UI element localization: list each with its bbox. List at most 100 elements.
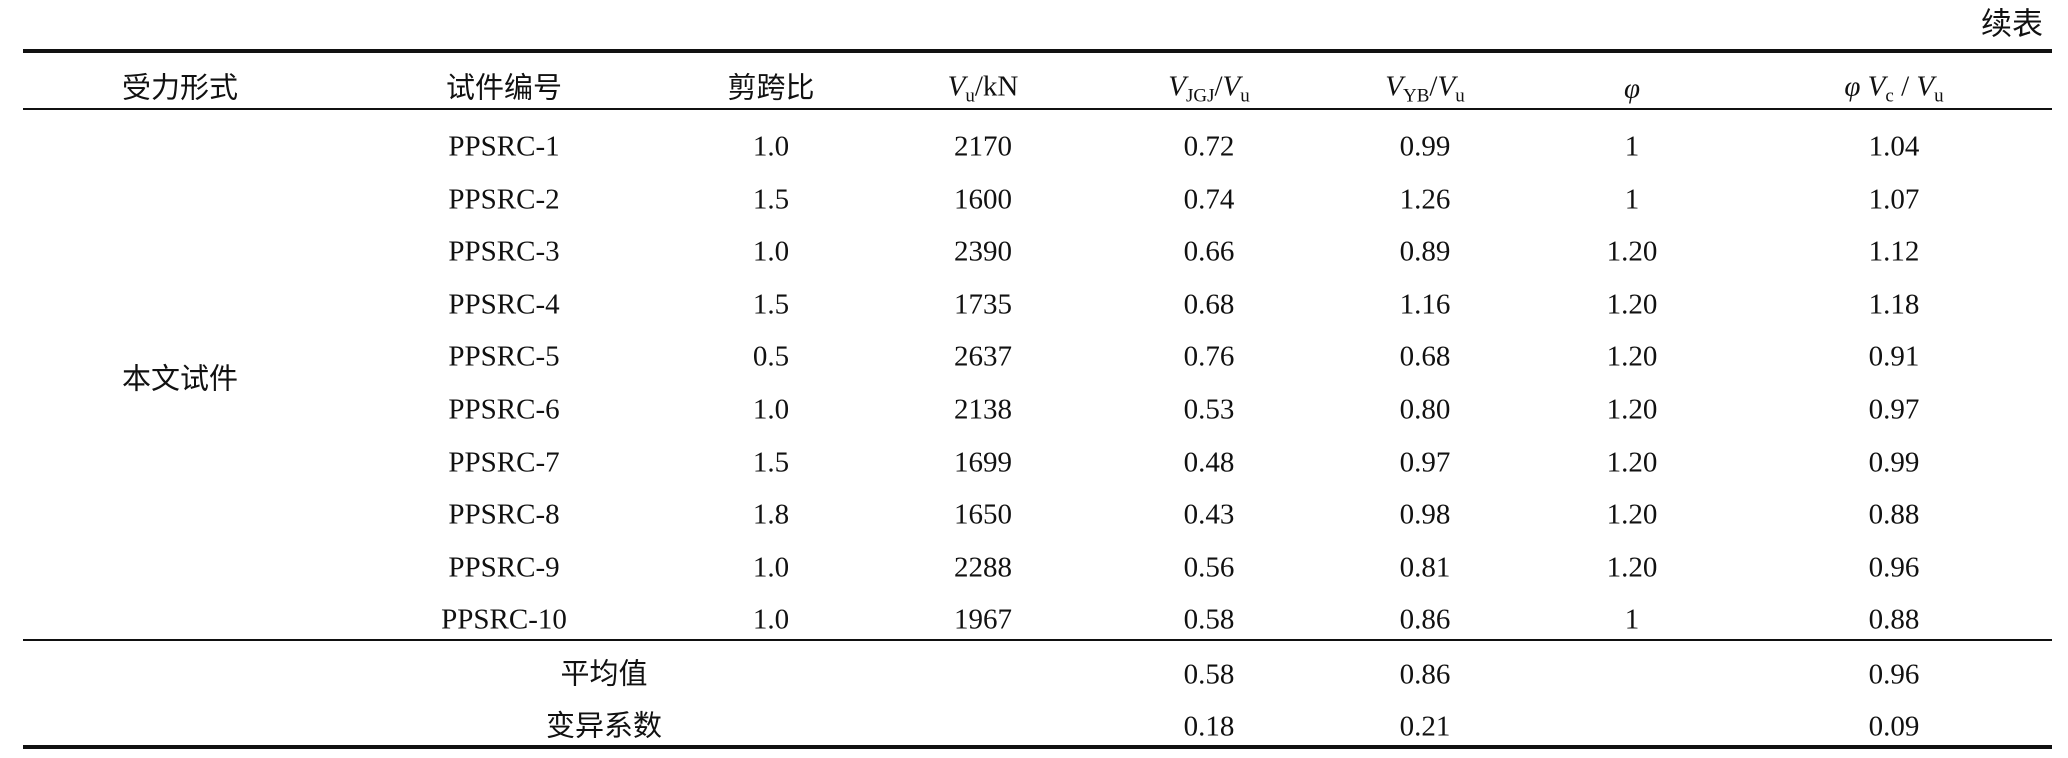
table-cell: 1.18 [1868,288,1920,321]
table-cell: 1.0 [752,393,790,426]
summary-cell: 0.96 [1868,658,1920,691]
table-cell: 1600 [954,183,1012,216]
table-cell: 0.5 [752,340,790,373]
table-cell: 1.5 [752,183,790,216]
header-cell: 受力形式 [121,72,239,105]
table-cell: 1.16 [1399,288,1451,321]
header-text: V [1222,70,1241,103]
table-cell: 1.20 [1606,235,1658,268]
table-cell: 0.76 [1183,340,1235,373]
header-text: V [947,70,966,103]
group-label: 本文试件 [121,363,239,396]
header-cell: VYB/Vu [1385,70,1465,107]
table-cell: 1.20 [1606,498,1658,531]
table-cell: 0.68 [1183,288,1235,321]
bottom-rule [23,745,2052,749]
table-cell: PPSRC-4 [448,288,560,321]
table-cell: 0.72 [1183,130,1235,163]
table-cell: 1.0 [752,603,790,636]
table-cell: 1699 [954,446,1012,479]
header-text: 试件编号 [445,72,563,105]
table-cell: 0.56 [1183,551,1235,584]
table-cell: PPSRC-5 [448,340,560,373]
table-cell: 0.91 [1868,340,1920,373]
header-text: u [965,85,975,107]
header-text: u [1455,85,1465,107]
table-cell: 0.99 [1399,130,1451,163]
table-cell: PPSRC-9 [448,551,560,584]
header-text: / [1429,70,1438,103]
header-cell: Vu/kN [947,70,1019,107]
top-rule [23,49,2052,53]
table-cell: 0.66 [1183,235,1235,268]
table-cell: 1.8 [752,498,790,531]
table-cell: 1.04 [1868,130,1920,163]
header-text: φ V [1844,70,1886,103]
header-text: 剪跨比 [727,72,815,105]
table-cell: 1.20 [1606,551,1658,584]
header-text: V [1437,70,1456,103]
table-cell: PPSRC-8 [448,498,560,531]
table-cell: 0.98 [1399,498,1451,531]
header-cell: φ Vc / Vu [1844,70,1944,107]
header-text: V [1916,70,1935,103]
summary-label: 平均值 [560,658,648,691]
table-cell: PPSRC-3 [448,235,560,268]
table-cell: 2170 [954,130,1012,163]
table-cell: 2390 [954,235,1012,268]
table-cell: 0.48 [1183,446,1235,479]
table-cell: 1735 [954,288,1012,321]
header-text: u [1934,85,1944,107]
header-text: / [1214,70,1223,103]
summary-label: 变异系数 [545,710,663,743]
header-text: / [1893,70,1917,103]
header-text: V [1385,70,1404,103]
table-cell: 1 [1624,130,1640,163]
table-cell: 0.88 [1868,603,1920,636]
summary-cell: 0.18 [1183,710,1235,743]
table-cell: PPSRC-6 [448,393,560,426]
table-cell: 0.96 [1868,551,1920,584]
table-cell: 0.81 [1399,551,1451,584]
table-cell: 0.99 [1868,446,1920,479]
table-cell: 0.53 [1183,393,1235,426]
table-cell: 1.0 [752,130,790,163]
header-rule [23,108,2052,110]
table-cell: 0.58 [1183,603,1235,636]
table-cell: 1.07 [1868,183,1920,216]
table-cell: 0.80 [1399,393,1451,426]
table-cell: 0.68 [1399,340,1451,373]
table-cell: 0.97 [1868,393,1920,426]
table-cell: 1.5 [752,446,790,479]
table-cell: 0.74 [1183,183,1235,216]
table-cell: PPSRC-10 [441,603,567,636]
table-cell: 1.20 [1606,288,1658,321]
table-cell: 2138 [954,393,1012,426]
summary-cell: 0.58 [1183,658,1235,691]
table-cell: 1650 [954,498,1012,531]
table-cell: 1.26 [1399,183,1451,216]
table-cell: 1 [1624,183,1640,216]
table-cell: 1.0 [752,551,790,584]
header-cell: 试件编号 [445,72,563,105]
header-text: V [1168,70,1186,103]
table-cell: 0.43 [1183,498,1235,531]
header-cell: φ [1624,74,1640,104]
table-cell: 1.5 [752,288,790,321]
table-cell: PPSRC-1 [448,130,560,163]
table-cell: 1.12 [1868,235,1920,268]
summary-cell: 0.21 [1399,710,1451,743]
header-text: 受力形式 [121,72,239,105]
header-text: /kN [974,70,1019,103]
table-cell: 0.89 [1399,235,1451,268]
caption: 续表 [1981,6,2043,42]
header-text: c [1885,85,1894,107]
table-cell: 0.88 [1868,498,1920,531]
table-cell: 2288 [954,551,1012,584]
header-cell: 剪跨比 [727,72,815,105]
header-text: YB [1403,85,1430,107]
summary-cell: 0.09 [1868,710,1920,743]
table-cell: 1.20 [1606,340,1658,373]
table-cell: 1967 [954,603,1012,636]
